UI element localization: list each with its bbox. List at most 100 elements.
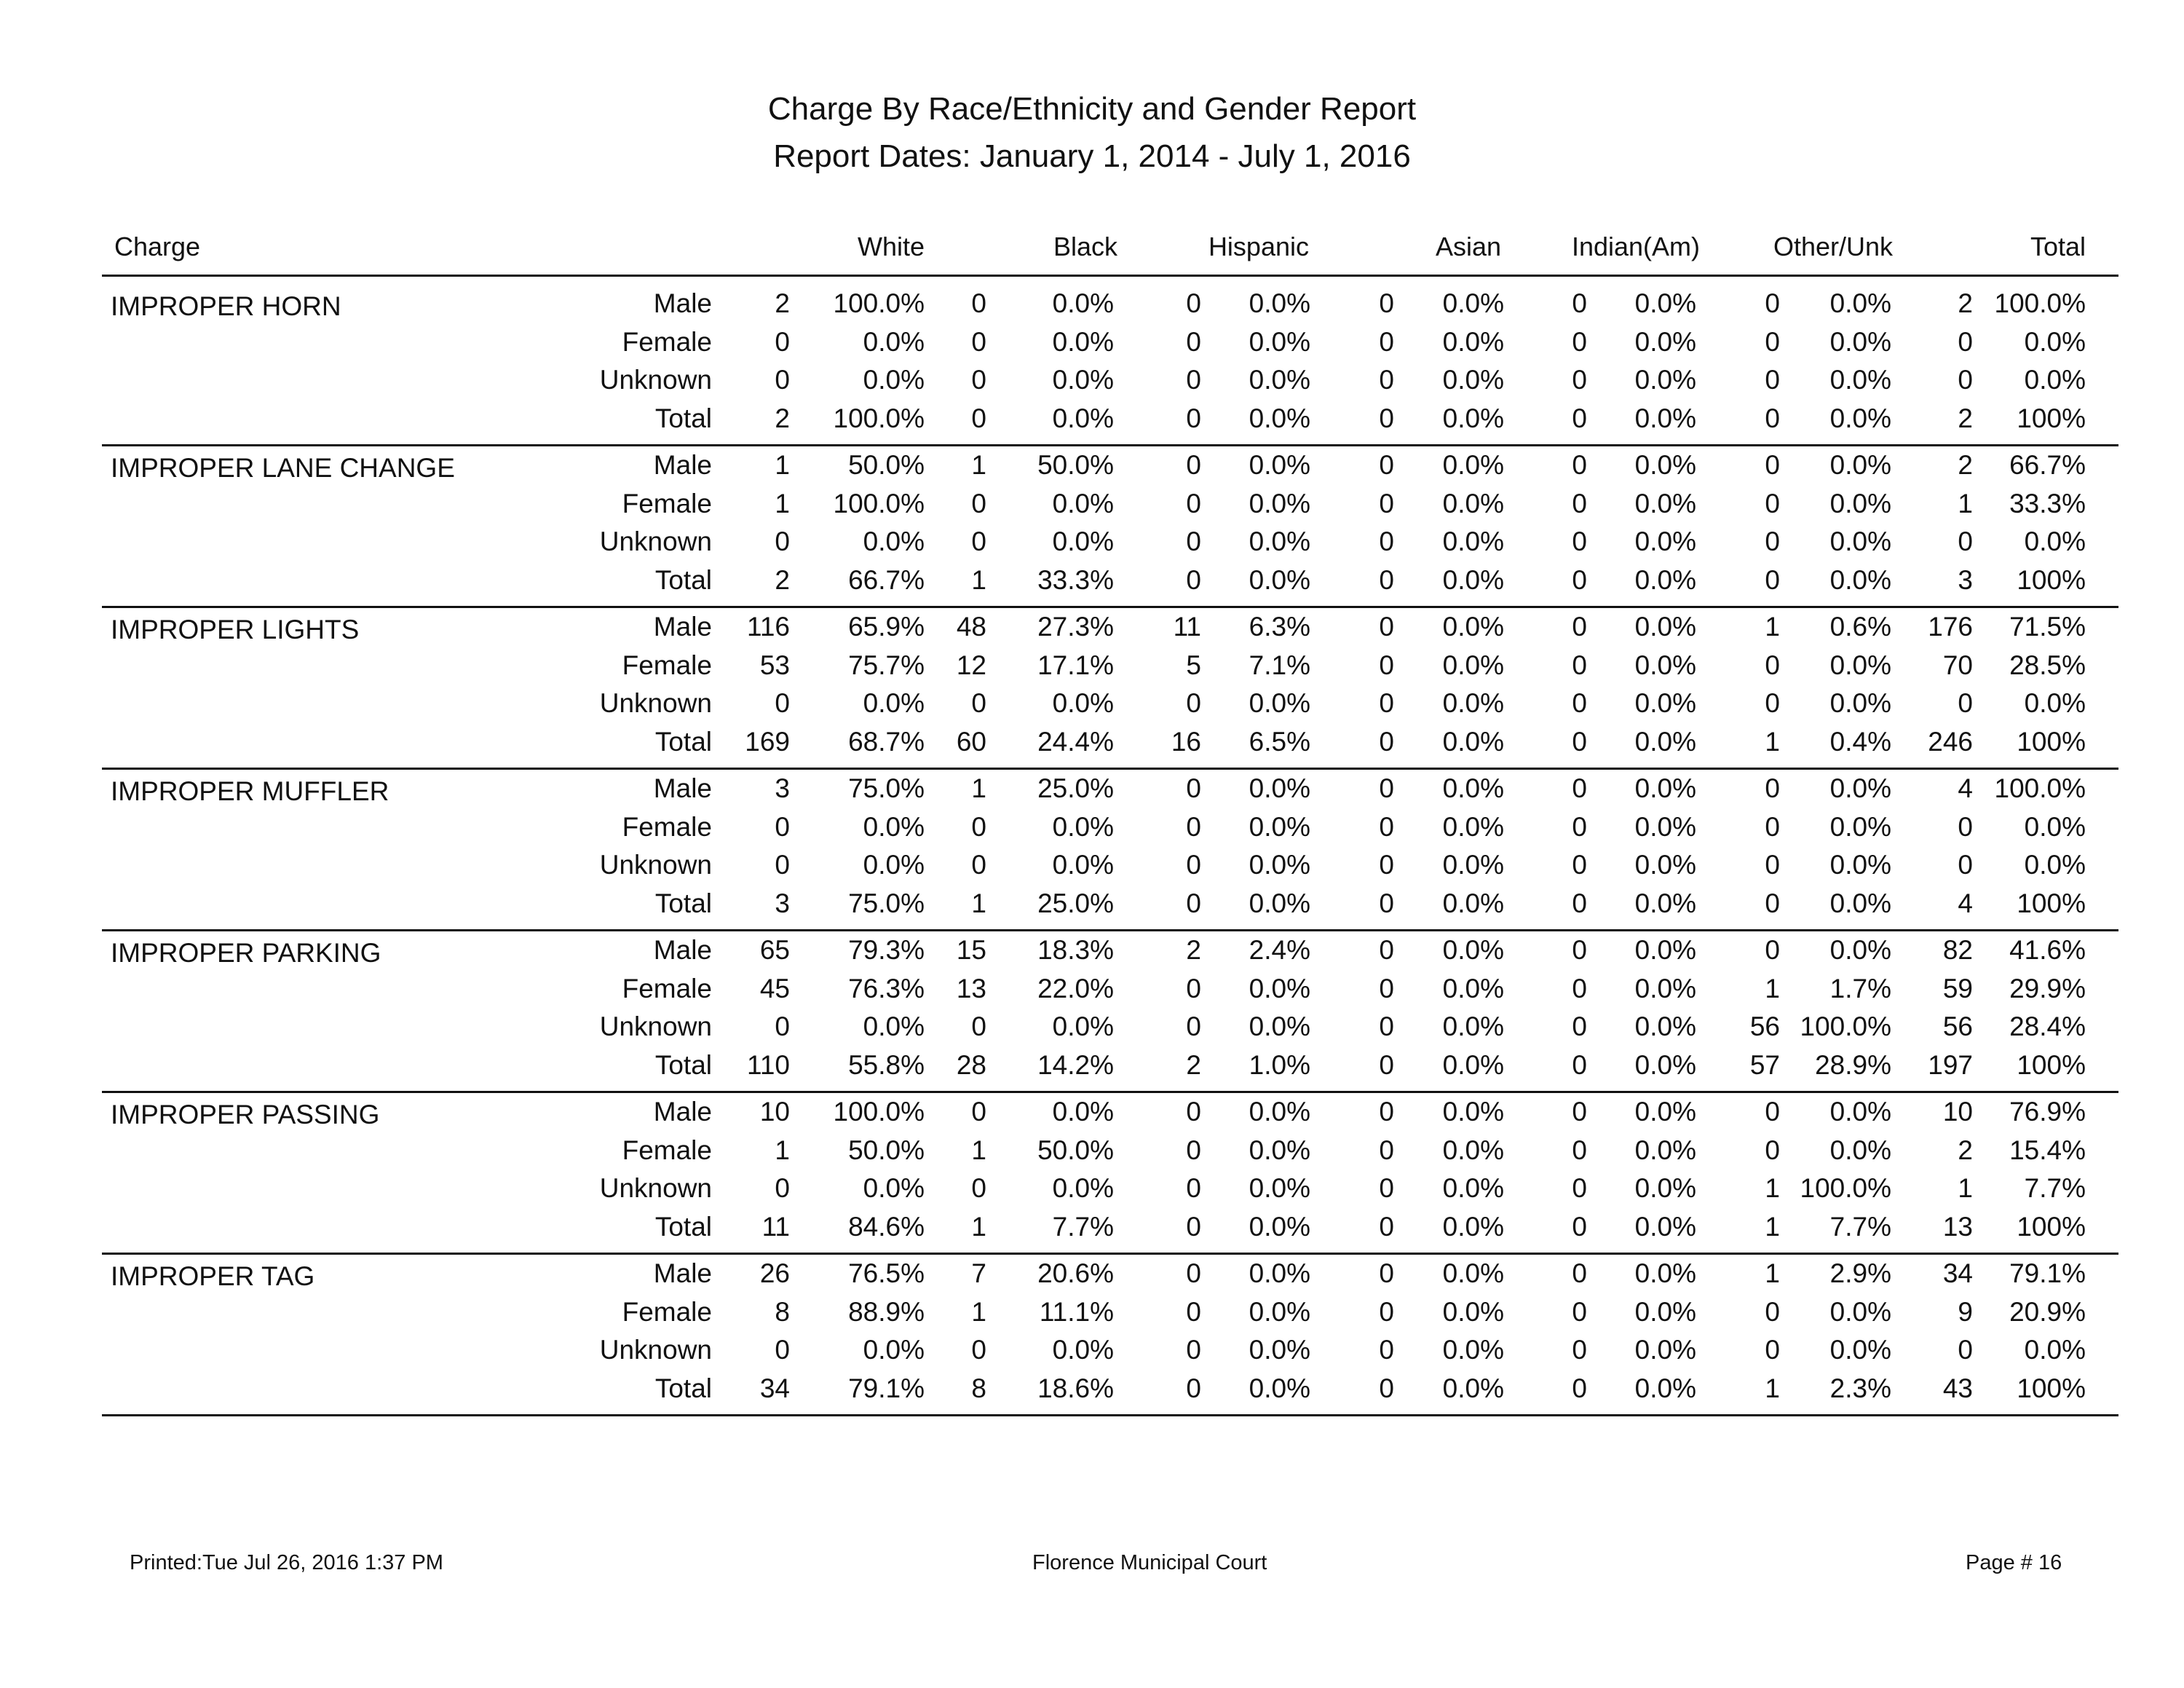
count-cell: 0	[1379, 888, 1394, 918]
percent-cell: 0.0%	[1249, 1135, 1310, 1165]
gender-label: Male	[653, 773, 712, 803]
percent-cell: 100.0%	[833, 1097, 925, 1127]
percent-cell: 0.0%	[1634, 773, 1696, 803]
count-cell: 7	[971, 1258, 986, 1288]
table-row: Male 1 50.0% 1 50.0% 0 0.0% 0 0.0% 0 0.0% 0 0.0% 2 66.…	[0, 450, 2184, 488]
percent-cell: 50.0%	[848, 1135, 925, 1165]
percent-cell: 0.0%	[1249, 1335, 1310, 1365]
count-cell: 70	[1942, 650, 1973, 680]
percent-cell: 0.0%	[1634, 612, 1696, 642]
printed-timestamp: Printed:Tue Jul 26, 2016 1:37 PM	[130, 1551, 443, 1574]
count-cell: 0	[775, 850, 790, 880]
count-cell: 0	[1379, 288, 1394, 318]
count-cell: 0	[971, 488, 986, 518]
count-cell: 0	[775, 326, 790, 357]
percent-cell: 0.0%	[1442, 935, 1504, 965]
header-asian: Asian	[1435, 232, 1501, 261]
count-cell: 12	[956, 650, 986, 680]
count-cell: 0	[1379, 688, 1394, 718]
count-cell: 2	[775, 564, 790, 595]
count-cell: 116	[747, 612, 790, 642]
gender-label: Total	[654, 1373, 712, 1403]
percent-cell: 0.0%	[1829, 935, 1891, 965]
percent-cell: 66.7%	[2009, 450, 2086, 480]
charge-group: IMPROPER LANE CHANGE Male 1 50.0% 1 50.0% 0 0.0…	[0, 446, 2184, 610]
count-cell: 0	[1572, 973, 1587, 1003]
count-cell: 0	[971, 1173, 986, 1203]
percent-cell: 33.3%	[2009, 488, 2086, 518]
count-cell: 0	[1765, 450, 1780, 480]
count-cell: 2	[1958, 1135, 1973, 1165]
percent-cell: 0.0%	[1442, 1335, 1504, 1365]
percent-cell: 0.0%	[1829, 450, 1891, 480]
percent-cell: 0.0%	[1442, 773, 1504, 803]
percent-cell: 0.0%	[1634, 935, 1696, 965]
percent-cell: 0.0%	[1442, 1373, 1504, 1403]
count-cell: 10	[1942, 1097, 1973, 1127]
count-cell: 0	[1765, 850, 1780, 880]
table-row: Male 116 65.9% 48 27.3% 11 6.3% 0 0.0% 0 0.0% 1 0.6%…	[0, 612, 2184, 650]
percent-cell: 0.0%	[1249, 1097, 1310, 1127]
gender-label: Total	[654, 1211, 712, 1242]
charge-name: IMPROPER PARKING	[111, 938, 381, 968]
count-cell: 0	[1379, 612, 1394, 642]
count-cell: 0	[1958, 1335, 1973, 1365]
count-cell: 0	[1958, 326, 1973, 357]
count-cell: 0	[1186, 365, 1201, 395]
count-cell: 0	[1572, 1049, 1587, 1080]
count-cell: 0	[1379, 564, 1394, 595]
percent-cell: 0.0%	[1249, 973, 1310, 1003]
percent-cell: 0.6%	[1829, 612, 1891, 642]
count-cell: 0	[1765, 1335, 1780, 1365]
count-cell: 0	[1186, 1135, 1201, 1165]
percent-cell: 100.0%	[1800, 1173, 1892, 1203]
table-row: Unknown 0 0.0% 0 0.0% 0 0.0% 0 0.0% 0 0.0% 0 0.0% 0 0.…	[0, 688, 2184, 726]
report-title: Charge By Race/Ethnicity and Gender Repo…	[767, 91, 1417, 127]
count-cell: 0	[775, 688, 790, 718]
percent-cell: 0.0%	[1829, 1335, 1891, 1365]
group-rule	[102, 606, 2118, 608]
percent-cell: 0.0%	[1442, 1135, 1504, 1165]
percent-cell: 28.4%	[2009, 1011, 2086, 1041]
count-cell: 0	[1572, 935, 1587, 965]
percent-cell: 76.3%	[848, 973, 925, 1003]
count-cell: 0	[1765, 811, 1780, 842]
count-cell: 0	[1379, 1097, 1394, 1127]
table-row: Total 3 75.0% 1 25.0% 0 0.0% 0 0.0% 0 0.0% 0 0.0% 4 10…	[0, 888, 2184, 926]
report-dates: Report Dates: January 1, 2014 - July 1, …	[773, 138, 1411, 174]
percent-cell: 0.0%	[1634, 564, 1696, 595]
count-cell: 0	[1765, 1135, 1780, 1165]
count-cell: 1	[1765, 973, 1780, 1003]
count-cell: 0	[971, 1097, 986, 1127]
percent-cell: 0.0%	[2024, 526, 2086, 556]
table-row: Total 34 79.1% 8 18.6% 0 0.0% 0 0.0% 0 0.0% 1 2.3% 43…	[0, 1373, 2184, 1411]
percent-cell: 100.0%	[833, 403, 925, 433]
count-cell: 0	[1379, 1296, 1394, 1327]
percent-cell: 1.0%	[1249, 1049, 1310, 1080]
percent-cell: 6.3%	[1249, 612, 1310, 642]
group-rule	[102, 929, 2118, 931]
percent-cell: 0.0%	[1829, 526, 1891, 556]
percent-cell: 55.8%	[848, 1049, 925, 1080]
table-row: Male 65 79.3% 15 18.3% 2 2.4% 0 0.0% 0 0.0% 0 0.0% 82…	[0, 935, 2184, 973]
count-cell: 2	[1958, 403, 1973, 433]
count-cell: 0	[1186, 888, 1201, 918]
percent-cell: 0.0%	[1052, 488, 1114, 518]
count-cell: 0	[1379, 1258, 1394, 1288]
count-cell: 1	[775, 1135, 790, 1165]
gender-label: Unknown	[599, 688, 712, 718]
percent-cell: 0.0%	[863, 1335, 925, 1365]
count-cell: 0	[1765, 365, 1780, 395]
count-cell: 1	[971, 888, 986, 918]
table-row: Unknown 0 0.0% 0 0.0% 0 0.0% 0 0.0% 0 0.0% 0 0.0% 0 0.…	[0, 1335, 2184, 1373]
count-cell: 0	[1765, 403, 1780, 433]
count-cell: 0	[1958, 811, 1973, 842]
count-cell: 8	[775, 1296, 790, 1327]
percent-cell: 0.0%	[1442, 1173, 1504, 1203]
count-cell: 65	[759, 935, 790, 965]
percent-cell: 75.0%	[848, 888, 925, 918]
gender-label: Female	[622, 973, 712, 1003]
count-cell: 0	[1379, 1335, 1394, 1365]
percent-cell: 0.0%	[1052, 1173, 1114, 1203]
count-cell: 0	[1572, 1335, 1587, 1365]
